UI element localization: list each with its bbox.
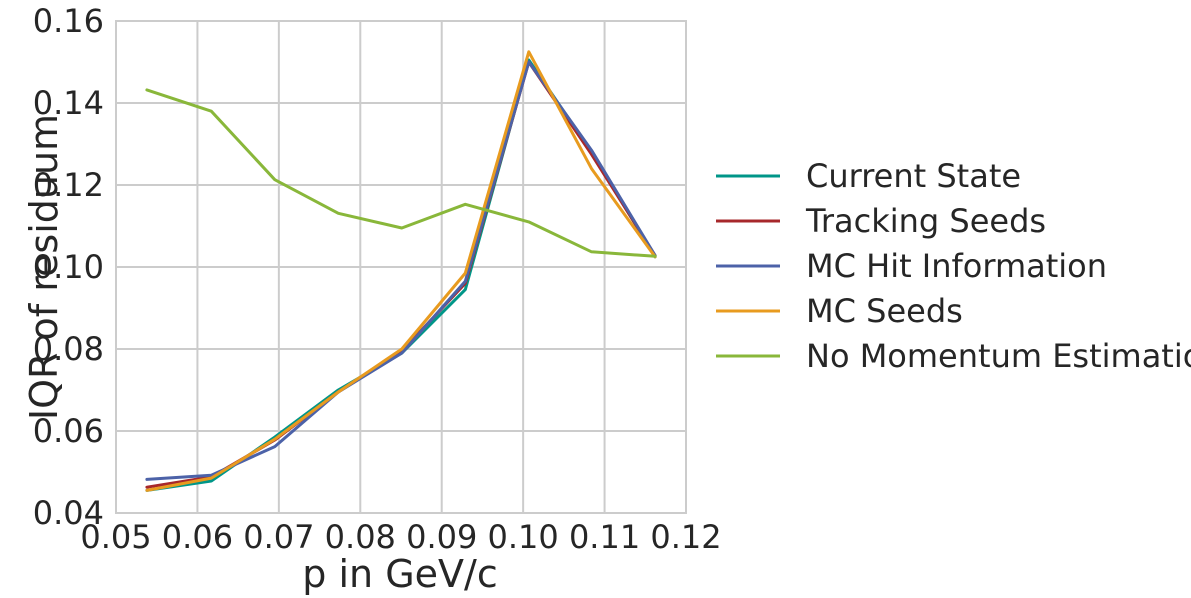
x-tick-label: 0.09 <box>406 518 477 556</box>
grid <box>115 20 687 514</box>
series-line-no-momentum-estimation <box>145 88 657 258</box>
y-tick-label: 0.16 <box>33 2 104 40</box>
x-tick-label: 0.05 <box>80 518 151 556</box>
plot-frame <box>115 20 687 514</box>
x-tick-label: 0.07 <box>243 518 314 556</box>
series-line-mc-seeds <box>145 50 657 492</box>
y-tick-label: 0.14 <box>33 84 104 122</box>
legend-label: MC Hit Information <box>806 247 1107 285</box>
y-tick-label: 0.06 <box>33 412 104 450</box>
legend-label: No Momentum Estimation <box>806 337 1191 375</box>
x-tick-label: 0.10 <box>488 518 559 556</box>
series-lines <box>145 50 657 492</box>
legend: Current State Tracking Seeds MC Hit Inform… <box>716 157 1191 375</box>
x-tick-label: 0.08 <box>325 518 396 556</box>
y-tick-label: 0.12 <box>33 166 104 204</box>
legend-label: Tracking Seeds <box>805 202 1046 240</box>
y-axis-label: IQR of residuum <box>22 114 66 420</box>
y-tick-label: 0.10 <box>33 248 104 286</box>
x-tick-label: 0.06 <box>162 518 233 556</box>
legend-label: MC Seeds <box>806 292 963 330</box>
x-axis-ticks: 0.05 0.06 0.07 0.08 0.09 0.10 0.11 0.12 <box>80 518 721 556</box>
x-tick-label: 0.11 <box>569 518 640 556</box>
plot-border <box>115 20 687 514</box>
legend-label: Current State <box>806 157 1021 195</box>
x-axis-label: p in GeV/c <box>302 552 497 596</box>
y-tick-label: 0.08 <box>33 330 104 368</box>
y-axis-ticks: 0.04 0.06 0.08 0.10 0.12 0.14 0.16 <box>33 2 104 532</box>
x-tick-label: 0.12 <box>650 518 721 556</box>
y-tick-label: 0.04 <box>33 494 104 532</box>
